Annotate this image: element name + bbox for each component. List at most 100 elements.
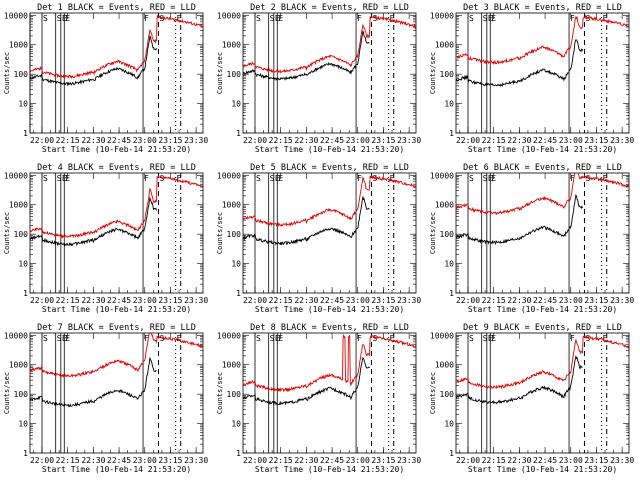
x-tick-label: 23:30 (184, 456, 208, 465)
flag-glyph: F (357, 334, 362, 343)
x-tick-label: 22:45 (320, 136, 344, 145)
flag-glyph: S (256, 14, 261, 23)
flag-glyph: E (65, 334, 70, 343)
y-axis-label: Counts/sec (216, 372, 224, 414)
x-tick-label: 23:15 (158, 296, 182, 305)
flag-glyph: S (256, 334, 261, 343)
y-tick-label: 10000 (430, 171, 454, 180)
x-tick-label: 23:30 (610, 456, 634, 465)
detector-panel-6: Det 6 BLACK = Events, RED = LLD 1 10 100 100… (429, 163, 634, 314)
y-tick-label: 100 (14, 390, 29, 399)
flag-glyph: E (62, 14, 67, 23)
flag-glyph: S (57, 174, 62, 183)
x-tick-label: 22:45 (107, 136, 131, 145)
x-tick-label: 23:15 (584, 456, 608, 465)
x-tick-label: 22:00 (30, 296, 54, 305)
plot-frame (29, 172, 204, 294)
y-tick-label: 10 (18, 260, 28, 269)
flag-glyph: F (144, 334, 149, 343)
x-tick-label: 23:15 (158, 456, 182, 465)
x-axis-label: Start Time (10-Feb-14 21:53:20) (468, 305, 617, 314)
x-axis-label: Start Time (10-Feb-14 21:53:20) (468, 465, 617, 474)
y-tick-label: 1000 (9, 41, 28, 50)
flag-glyph: S (256, 174, 261, 183)
flag-glyph: E (278, 174, 283, 183)
detector-panel-9: Det 9 BLACK = Events, RED = LLD 1 10 100 100… (429, 323, 634, 474)
x-tick-label: 22:15 (269, 136, 293, 145)
y-tick-label: 10000 (217, 11, 241, 20)
flag-glyph: E (488, 334, 493, 343)
panel-title: Det 1 BLACK = Events, RED = LLD (37, 3, 196, 13)
events-series-line (30, 196, 157, 247)
x-tick-label: 23:30 (610, 136, 634, 145)
x-tick-label: 22:15 (56, 456, 80, 465)
flag-glyph: E (65, 14, 70, 23)
flag-glyph: E (491, 174, 496, 183)
x-tick-label: 22:30 (294, 136, 318, 145)
flag-glyph: E (390, 174, 395, 183)
y-tick-label: 1000 (222, 361, 241, 370)
lld-series-line (30, 333, 203, 379)
x-tick-label: 22:30 (294, 296, 318, 305)
y-tick-label: 1000 (435, 201, 454, 210)
flag-glyph: S (57, 14, 62, 23)
x-tick-label: 22:30 (507, 456, 531, 465)
x-tick-label: 22:30 (507, 136, 531, 145)
y-tick-label: 1000 (222, 201, 241, 210)
flag-glyph: S (43, 14, 48, 23)
flag-glyph: E (603, 334, 608, 343)
events-series-line (456, 193, 583, 246)
plot-frame (242, 172, 417, 294)
x-tick-label: 22:30 (81, 456, 105, 465)
x-tick-label: 22:45 (320, 296, 344, 305)
x-tick-label: 23:30 (610, 296, 634, 305)
x-axis-label: Start Time (10-Feb-14 21:53:20) (468, 145, 617, 154)
lld-series-line (456, 173, 629, 216)
events-series-line (243, 196, 370, 246)
flag-glyph: E (488, 14, 493, 23)
events-series-line (456, 39, 583, 88)
flag-glyph: S (43, 334, 48, 343)
x-tick-label: 22:45 (107, 456, 131, 465)
x-tick-label: 22:45 (533, 296, 557, 305)
y-tick-label: 1000 (9, 201, 28, 210)
x-tick-label: 22:45 (107, 296, 131, 305)
flag-glyph: E (390, 14, 395, 23)
flag-glyph: E (62, 174, 67, 183)
panel-title: Det 8 BLACK = Events, RED = LLD (250, 323, 409, 333)
y-tick-label: 100 (227, 230, 242, 239)
y-tick-label: 100 (227, 70, 242, 79)
y-tick-label: 10000 (4, 11, 28, 20)
y-axis-label: Counts/sec (3, 212, 11, 254)
x-tick-label: 23:30 (397, 136, 421, 145)
y-tick-label: 1 (236, 289, 241, 298)
y-tick-label: 10000 (430, 11, 454, 20)
y-tick-label: 100 (440, 390, 455, 399)
y-tick-label: 10000 (430, 331, 454, 340)
lld-series-line (30, 175, 203, 239)
x-axis-label: Start Time (10-Feb-14 21:53:20) (255, 465, 404, 474)
flag-glyph: E (278, 334, 283, 343)
x-tick-label: 23:00 (559, 136, 583, 145)
panel-title: Det 9 BLACK = Events, RED = LLD (463, 323, 622, 333)
detector-panel-4: Det 4 BLACK = Events, RED = LLD 1 10 100 100… (3, 163, 208, 314)
flag-glyph: S (483, 334, 488, 343)
flag-glyph: S (585, 14, 590, 23)
flag-glyph: S (270, 334, 275, 343)
events-series-line (243, 357, 370, 406)
y-tick-label: 1000 (435, 41, 454, 50)
flag-glyph: S (43, 174, 48, 183)
flag-glyph: F (570, 14, 575, 23)
x-tick-label: 22:45 (320, 456, 344, 465)
flag-glyph: E (603, 174, 608, 183)
flag-glyph: S (469, 334, 474, 343)
flag-glyph: E (65, 174, 70, 183)
x-tick-label: 23:00 (133, 456, 157, 465)
y-tick-label: 10 (444, 100, 454, 109)
y-axis-label: Counts/sec (429, 372, 437, 414)
x-tick-label: 22:15 (482, 456, 506, 465)
flag-glyph: E (390, 334, 395, 343)
y-tick-label: 1 (236, 449, 241, 458)
flag-glyph: F (144, 14, 149, 23)
